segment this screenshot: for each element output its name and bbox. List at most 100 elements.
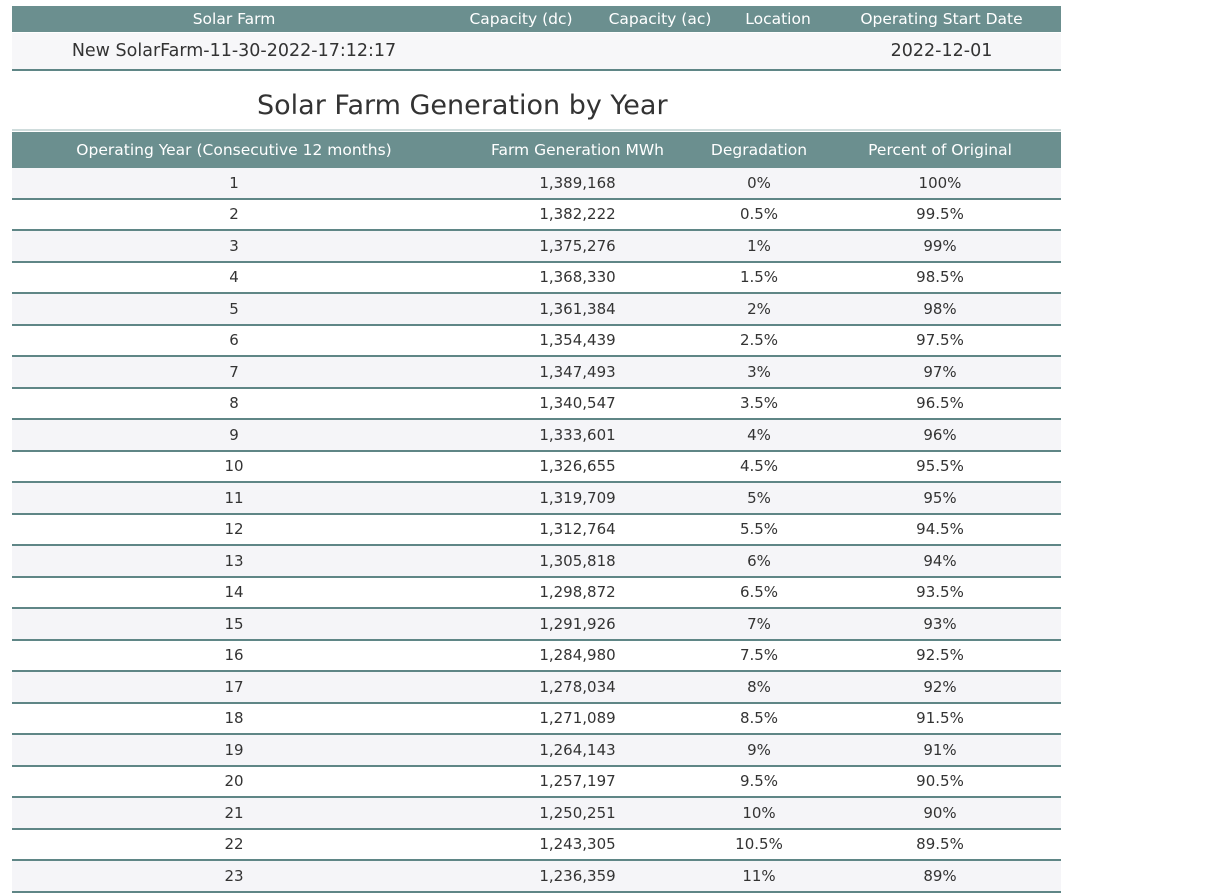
cell-degradation: 0% — [699, 168, 819, 200]
cell-percent-original: 97.5% — [819, 324, 1061, 357]
farm-start-date: 2022-12-01 — [822, 32, 1061, 71]
cell-generation-mwh: 1,278,034 — [456, 671, 699, 704]
cell-operating-year: 6 — [12, 324, 456, 357]
farm-row: New SolarFarm-11-30-2022-17:12:17 2022-1… — [12, 32, 1061, 71]
cell-percent-original: 93.5% — [819, 576, 1061, 609]
cell-percent-original: 91% — [819, 734, 1061, 767]
cell-generation-mwh: 1,347,493 — [456, 356, 699, 389]
cell-degradation: 10% — [699, 797, 819, 830]
cell-degradation: 2% — [699, 293, 819, 326]
cell-generation-mwh: 1,264,143 — [456, 734, 699, 767]
cell-percent-original: 96.5% — [819, 387, 1061, 420]
table-row: 16 1,284,980 7.5% 92.5% — [12, 639, 1061, 672]
cell-percent-original: 92% — [819, 671, 1061, 704]
table-row: 22 1,243,305 10.5% 89.5% — [12, 828, 1061, 861]
cell-percent-original: 98.5% — [819, 261, 1061, 294]
cell-operating-year: 8 — [12, 387, 456, 420]
table-row: 18 1,271,089 8.5% 91.5% — [12, 702, 1061, 735]
generation-table: Operating Year (Consecutive 12 months) F… — [12, 131, 1061, 893]
cell-operating-year: 9 — [12, 419, 456, 452]
cell-operating-year: 21 — [12, 797, 456, 830]
cell-percent-original: 99.5% — [819, 198, 1061, 231]
cell-percent-original: 98% — [819, 293, 1061, 326]
cell-degradation: 8% — [699, 671, 819, 704]
cell-generation-mwh: 1,382,222 — [456, 198, 699, 231]
cell-degradation: 7% — [699, 608, 819, 641]
cell-percent-original: 90.5% — [819, 765, 1061, 798]
header-farm-generation: Farm Generation MWh — [456, 131, 699, 168]
farm-name: New SolarFarm-11-30-2022-17:12:17 — [12, 32, 456, 71]
cell-degradation: 5.5% — [699, 513, 819, 546]
cell-generation-mwh: 1,368,330 — [456, 261, 699, 294]
cell-operating-year: 23 — [12, 860, 456, 893]
header-capacity-dc: Capacity (dc) — [456, 6, 586, 33]
cell-generation-mwh: 1,319,709 — [456, 482, 699, 515]
table-row: 17 1,278,034 8% 92% — [12, 671, 1061, 704]
cell-generation-mwh: 1,354,439 — [456, 324, 699, 357]
table-row: 2 1,382,222 0.5% 99.5% — [12, 198, 1061, 231]
table-row: 7 1,347,493 3% 97% — [12, 356, 1061, 389]
cell-operating-year: 13 — [12, 545, 456, 578]
cell-percent-original: 96% — [819, 419, 1061, 452]
cell-degradation: 11% — [699, 860, 819, 893]
cell-degradation: 2.5% — [699, 324, 819, 357]
cell-generation-mwh: 1,340,547 — [456, 387, 699, 420]
table-row: 19 1,264,143 9% 91% — [12, 734, 1061, 767]
cell-operating-year: 18 — [12, 702, 456, 735]
cell-operating-year: 11 — [12, 482, 456, 515]
cell-degradation: 4.5% — [699, 450, 819, 483]
cell-percent-original: 94.5% — [819, 513, 1061, 546]
cell-generation-mwh: 1,312,764 — [456, 513, 699, 546]
cell-operating-year: 2 — [12, 198, 456, 231]
table-row: 14 1,298,872 6.5% 93.5% — [12, 576, 1061, 609]
table-row: 9 1,333,601 4% 96% — [12, 419, 1061, 452]
generation-header-row: Operating Year (Consecutive 12 months) F… — [12, 131, 1061, 168]
cell-operating-year: 17 — [12, 671, 456, 704]
cell-generation-mwh: 1,375,276 — [456, 230, 699, 263]
table-row: 6 1,354,439 2.5% 97.5% — [12, 324, 1061, 357]
solar-farm-info-table: Solar Farm Capacity (dc) Capacity (ac) L… — [12, 6, 1061, 71]
cell-degradation: 6.5% — [699, 576, 819, 609]
cell-degradation: 3.5% — [699, 387, 819, 420]
table-row: 10 1,326,655 4.5% 95.5% — [12, 450, 1061, 483]
table-row: 1 1,389,168 0% 100% — [12, 168, 1061, 200]
cell-generation-mwh: 1,389,168 — [456, 168, 699, 200]
cell-generation-mwh: 1,333,601 — [456, 419, 699, 452]
cell-operating-year: 16 — [12, 639, 456, 672]
cell-operating-year: 10 — [12, 450, 456, 483]
cell-percent-original: 89.5% — [819, 828, 1061, 861]
cell-generation-mwh: 1,326,655 — [456, 450, 699, 483]
header-operating-start-date: Operating Start Date — [822, 6, 1061, 33]
cell-percent-original: 93% — [819, 608, 1061, 641]
farm-header-row: Solar Farm Capacity (dc) Capacity (ac) L… — [12, 6, 1061, 33]
table-row: 3 1,375,276 1% 99% — [12, 230, 1061, 263]
cell-degradation: 0.5% — [699, 198, 819, 231]
report-page: Solar Farm Capacity (dc) Capacity (ac) L… — [12, 6, 1061, 893]
farm-capacity-ac — [586, 32, 734, 71]
cell-operating-year: 14 — [12, 576, 456, 609]
cell-operating-year: 22 — [12, 828, 456, 861]
cell-percent-original: 97% — [819, 356, 1061, 389]
cell-degradation: 9% — [699, 734, 819, 767]
cell-percent-original: 90% — [819, 797, 1061, 830]
cell-percent-original: 92.5% — [819, 639, 1061, 672]
cell-percent-original: 95.5% — [819, 450, 1061, 483]
table-row: 21 1,250,251 10% 90% — [12, 797, 1061, 830]
cell-operating-year: 3 — [12, 230, 456, 263]
cell-operating-year: 7 — [12, 356, 456, 389]
cell-degradation: 9.5% — [699, 765, 819, 798]
farm-location — [734, 32, 822, 71]
cell-generation-mwh: 1,291,926 — [456, 608, 699, 641]
cell-operating-year: 15 — [12, 608, 456, 641]
generation-title: Solar Farm Generation by Year — [12, 71, 1061, 131]
cell-degradation: 8.5% — [699, 702, 819, 735]
table-row: 20 1,257,197 9.5% 90.5% — [12, 765, 1061, 798]
cell-operating-year: 19 — [12, 734, 456, 767]
cell-percent-original: 94% — [819, 545, 1061, 578]
header-solar-farm: Solar Farm — [12, 6, 456, 33]
cell-degradation: 10.5% — [699, 828, 819, 861]
cell-operating-year: 12 — [12, 513, 456, 546]
table-row: 12 1,312,764 5.5% 94.5% — [12, 513, 1061, 546]
cell-operating-year: 1 — [12, 168, 456, 200]
table-row: 13 1,305,818 6% 94% — [12, 545, 1061, 578]
